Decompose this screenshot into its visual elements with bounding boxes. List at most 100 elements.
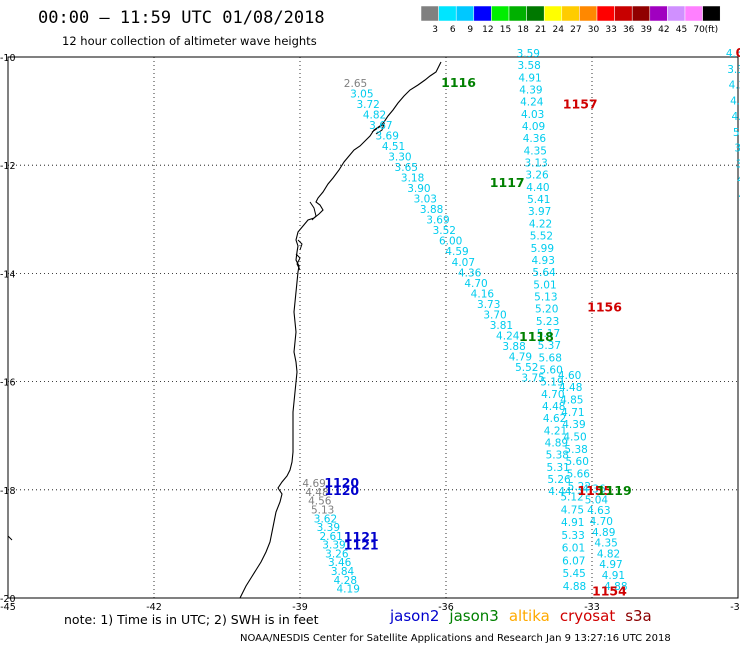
legend-label: 24 xyxy=(553,25,565,35)
satellite-jason3: jason3 xyxy=(449,607,499,625)
swh-value: 3.81 xyxy=(490,320,513,332)
lon-tick-label: -42 xyxy=(146,602,162,613)
swh-value: 4.09 xyxy=(522,121,545,133)
lat-tick-label: -18 xyxy=(0,486,16,497)
swh-value: 5.04 xyxy=(585,494,609,506)
swh-value: 4.19 xyxy=(337,584,360,596)
legend-label: 21 xyxy=(535,25,546,35)
swh-value: 4.88 xyxy=(604,581,627,593)
swh-value: 4.63 xyxy=(587,505,610,517)
lat-tick-label: -10 xyxy=(0,53,16,64)
swh-value: 3.58 xyxy=(517,60,540,72)
swh-value: 4.71 xyxy=(561,407,584,419)
swh-value: 3.69 xyxy=(376,130,399,142)
legend-label: 39 xyxy=(641,25,653,35)
swh-value: 5.22 xyxy=(568,481,591,493)
swh-value: 4.50 xyxy=(563,432,586,444)
credit-line: NOAA/NESDIS Center for Satellite Applica… xyxy=(240,633,671,644)
lon-tick-label: -45 xyxy=(0,602,16,613)
swh-value: 5.26 xyxy=(547,474,571,486)
swh-value: 4.91 xyxy=(602,570,625,582)
swh-value: 5.45 xyxy=(562,568,585,580)
swh-value: 3.73 xyxy=(477,299,500,311)
swh-value: 5.41 xyxy=(527,194,550,206)
swh-value: 2.61 xyxy=(319,531,342,543)
legend-label: 70 xyxy=(693,25,705,35)
swh-value: 4.59 xyxy=(445,246,468,258)
swh-value: 4.39 xyxy=(562,419,585,431)
swh-value: 5.01 xyxy=(533,279,556,291)
swh-value: 5.20 xyxy=(535,304,558,316)
swh-value: 3.97 xyxy=(528,206,551,218)
legend-label: 30 xyxy=(588,25,600,35)
swh-value: 4.35 xyxy=(594,538,617,550)
swh-value: 4.36 xyxy=(582,484,606,496)
swh-value: 4.70 xyxy=(590,516,613,528)
swh-value: 4.24 xyxy=(520,97,544,109)
swh-value: 3.52 xyxy=(433,225,456,237)
lon-tick-label: -39 xyxy=(292,602,308,613)
satellite-legend: jason2 jason3 altika cryosat s3a xyxy=(390,607,662,625)
swh-value: 4.91 xyxy=(561,517,584,529)
swh-value: 5.52 xyxy=(515,362,538,374)
swh-value: 4.60 xyxy=(558,370,581,382)
swh-value: 4.91 xyxy=(518,72,541,84)
swh-value: 4.48 xyxy=(305,487,328,499)
swh-value: 5.13 xyxy=(534,291,557,303)
track-time-label: 1116 xyxy=(441,75,476,90)
swh-value: 4.70 xyxy=(541,389,564,401)
swh-value: 4.03 xyxy=(521,109,544,121)
swh-value: 4.21 xyxy=(544,425,567,437)
track-time-label: 1155 xyxy=(577,483,612,498)
swh-value: 2.65 xyxy=(344,78,367,90)
swh-value: 3.18 xyxy=(401,173,424,185)
swh-value: 5.60 xyxy=(539,364,562,376)
swh-value: 4.51 xyxy=(382,141,405,153)
legend-label: 27 xyxy=(570,25,581,35)
track-time-label: 0 xyxy=(736,45,740,60)
swh-value: 4.62 xyxy=(543,413,566,425)
swh-value: 6.01 xyxy=(562,543,585,555)
swh-value: 3.88 xyxy=(420,204,443,216)
map-title: 00:00 – 11:59 UTC 01/08/2018 xyxy=(38,8,325,28)
swh-value: 4.16 xyxy=(471,288,495,300)
swh-value: 4.22 xyxy=(729,80,740,92)
legend-label: 42 xyxy=(658,25,669,35)
swh-value: 3.03 xyxy=(414,194,437,206)
swh-value: 4.07 xyxy=(452,257,475,269)
swh-value: 5.38 xyxy=(546,450,569,462)
swh-value: 3.39 xyxy=(317,522,340,534)
track-time-label: 1118 xyxy=(519,329,554,344)
legend-label: 36 xyxy=(623,25,635,35)
satellite-jason2: jason2 xyxy=(390,607,440,625)
swh-value: 3.38 xyxy=(727,64,740,76)
legend-label: 12 xyxy=(482,25,493,35)
swh-value: 5.23 xyxy=(536,316,559,328)
swh-values: 2.653.053.724.823.673.694.513.303.653.18… xyxy=(302,48,740,596)
track-time-label: 1154 xyxy=(592,583,627,598)
swh-value: 4.22 xyxy=(529,218,552,230)
swh-value: 4.4 xyxy=(739,190,740,202)
map-frame xyxy=(7,56,739,599)
legend-label: 33 xyxy=(605,25,616,35)
track-time-label: 1156 xyxy=(587,299,622,314)
swh-value: 4.82 xyxy=(363,109,386,121)
swh-value: 4.97 xyxy=(599,559,622,571)
swh-value: 4.44 xyxy=(737,174,740,186)
swh-value: 3.65 xyxy=(395,162,418,174)
swh-value: 3.75 xyxy=(521,373,544,385)
swh-value: 4.36 xyxy=(523,133,547,145)
swh-value: 4.48 xyxy=(542,401,565,413)
lat-tick-label: -12 xyxy=(0,161,16,172)
swh-value: 4.40 xyxy=(526,182,549,194)
swh-value: 3.69 xyxy=(426,215,449,227)
swh-value: 4.35 xyxy=(524,145,547,157)
swh-value: 4.44 xyxy=(548,486,572,498)
lon-tick-label: -30 xyxy=(730,602,740,613)
coastline-inlet xyxy=(7,122,385,541)
track-time-label: 1120 xyxy=(324,475,359,490)
swh-value: 3.84 xyxy=(331,566,355,578)
swh-value: 4.48 xyxy=(559,382,582,394)
